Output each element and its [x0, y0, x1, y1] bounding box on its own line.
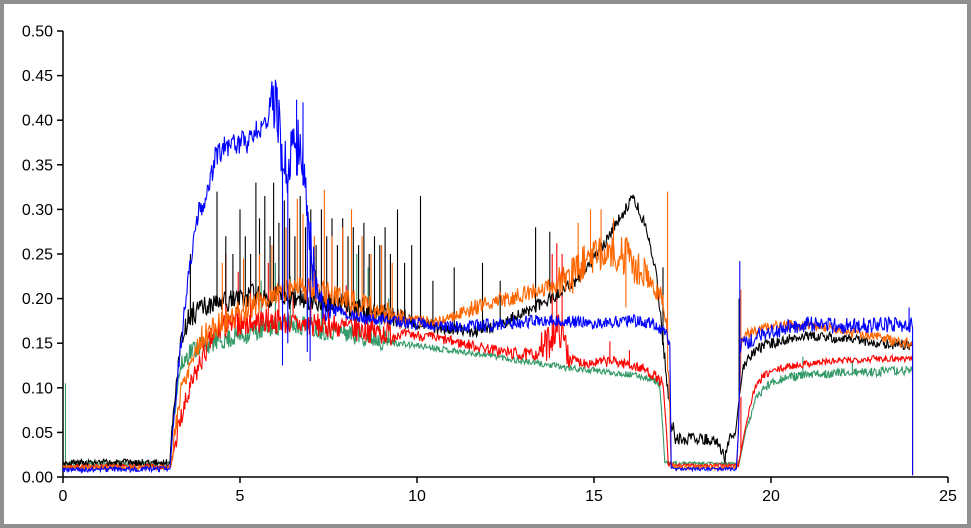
series-line-red	[62, 243, 914, 471]
y-tick-label: 0.50	[22, 24, 53, 41]
y-tick-label: 0.00	[22, 470, 53, 487]
y-tick-label: 0.05	[22, 425, 53, 442]
y-tick-label: 0.15	[22, 336, 53, 353]
y-tick-label: 0.30	[22, 202, 53, 219]
y-tick-label: 0.20	[22, 291, 53, 308]
x-tick-label: 5	[236, 488, 245, 505]
y-tick-label: 0.10	[22, 380, 53, 397]
y-tick-label: 0.45	[22, 68, 53, 85]
line-chart: 0.00 0.05 0.10 0.15 0.20 0.25 0.30 0.35 0.40 0.45…	[22, 24, 957, 506]
x-tick-label: 25	[939, 488, 957, 505]
x-tick-label: 10	[408, 488, 426, 505]
y-tick-label: 0.40	[22, 113, 53, 130]
x-tick-label: 20	[762, 488, 780, 505]
x-tick-label: 15	[585, 488, 603, 505]
x-tick-label: 0	[59, 488, 68, 505]
y-tick-label: 0.25	[22, 247, 53, 264]
series-line-black	[62, 182, 914, 468]
y-tick-label: 0.35	[22, 157, 53, 174]
series-line-orange	[62, 189, 914, 476]
series-line-blue	[62, 79, 914, 476]
